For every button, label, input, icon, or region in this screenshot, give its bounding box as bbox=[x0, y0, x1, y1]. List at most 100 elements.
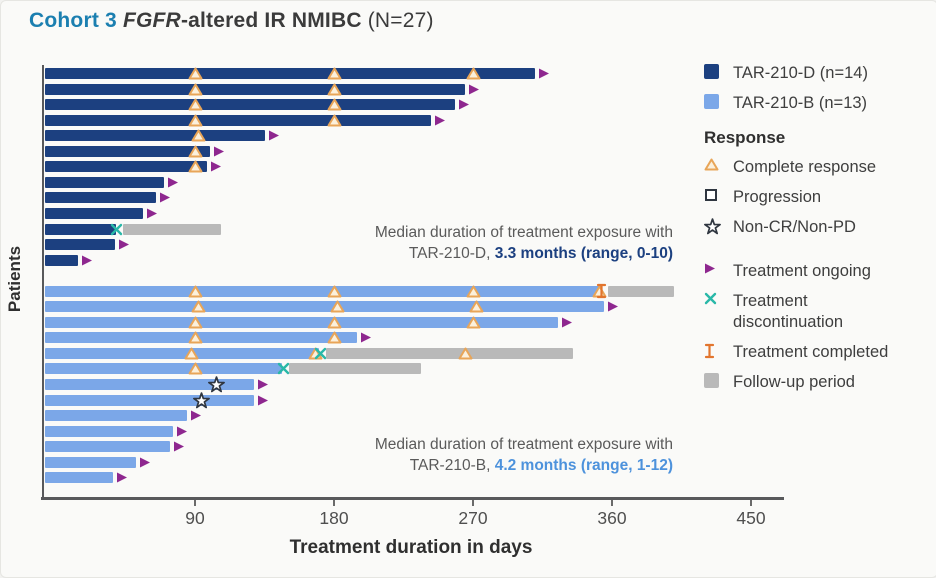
x-axis-tick-label: 90 bbox=[185, 508, 205, 528]
tar-210-d-swatch bbox=[704, 63, 724, 79]
swimmer-bar-tar-210-b bbox=[45, 410, 188, 422]
complete-response-marker bbox=[327, 67, 342, 80]
treatment-ongoing-marker bbox=[146, 207, 158, 220]
complete-response-marker bbox=[191, 129, 206, 142]
complete-response-marker bbox=[188, 331, 203, 344]
median-annotation-line1: Median duration of treatment exposure wi… bbox=[374, 436, 673, 453]
complete-response-marker bbox=[327, 316, 342, 329]
complete-response-marker bbox=[188, 362, 203, 375]
progression-square-icon bbox=[704, 187, 724, 202]
swimmer-bar-tar-210-b bbox=[45, 285, 602, 297]
legend-item: Non-CR/Non-PD bbox=[704, 217, 929, 238]
treatment-ongoing-marker bbox=[561, 316, 573, 329]
swimmer-bar-tar-210-b bbox=[45, 472, 114, 484]
non-cr-non-pd-marker bbox=[208, 376, 226, 393]
swimmer-bar-tar-210-d bbox=[45, 83, 466, 95]
legend-gap bbox=[704, 247, 929, 261]
treatment-ongoing-marker bbox=[167, 176, 179, 189]
complete-response-marker bbox=[188, 160, 203, 173]
swimmer-bar-tar-210-d bbox=[45, 208, 143, 219]
treatment-ongoing-marker bbox=[268, 129, 280, 142]
swimmer-bar-tar-210-b bbox=[45, 347, 319, 359]
swimmer-bar-tar-210-b bbox=[45, 441, 171, 453]
complete-response-marker bbox=[188, 67, 203, 80]
x-axis-tick-label: 360 bbox=[597, 508, 627, 528]
legend-item-label: Follow-up period bbox=[733, 373, 855, 391]
legend-item-label: TAR-210-B (n=13) bbox=[733, 94, 868, 112]
treatment-ongoing-marker bbox=[607, 300, 619, 313]
median-annotation: Median duration of treatment exposure wi… bbox=[375, 223, 673, 264]
x-axis-tick bbox=[611, 500, 613, 506]
y-axis-line bbox=[42, 65, 44, 499]
median-annotation-value: 3.3 months (range, 0-10) bbox=[494, 244, 673, 262]
follow-up-period-swatch bbox=[704, 372, 724, 388]
swimmer-bar-tar-210-b bbox=[45, 394, 254, 406]
complete-response-marker bbox=[327, 114, 342, 127]
complete-response-marker bbox=[469, 300, 484, 313]
legend-item-label: Progression bbox=[733, 188, 822, 206]
legend-item-label: Treatment discontinuation bbox=[733, 292, 844, 331]
legend-response-items: Complete response Progression Non-CR/Non-P… bbox=[704, 157, 929, 238]
swimmer-bar-tar-210-d bbox=[45, 254, 78, 266]
complete-response-marker bbox=[466, 285, 481, 298]
legend-item-label: Complete response bbox=[733, 158, 877, 176]
treatment-ongoing-marker bbox=[118, 238, 130, 251]
legend-item-label: TAR-210-D (n=14) bbox=[733, 64, 868, 82]
x-axis-tick-label: 450 bbox=[736, 508, 766, 528]
follow-up-bar bbox=[325, 347, 574, 359]
complete-response-marker bbox=[188, 316, 203, 329]
x-axis-tick-label: 180 bbox=[319, 508, 349, 528]
swimmer-bar-tar-210-b bbox=[45, 456, 137, 468]
follow-up-bar bbox=[288, 363, 421, 375]
legend-item: Progression bbox=[704, 187, 929, 208]
swimmer-bar-tar-210-d bbox=[45, 99, 455, 111]
legend-status-items: Treatment ongoing Treatment discontinuati… bbox=[704, 261, 929, 393]
complete-response-marker bbox=[327, 98, 342, 111]
swimmer-bar-tar-210-d bbox=[45, 176, 165, 188]
swimmer-bar-tar-210-d bbox=[45, 68, 535, 79]
swimmer-bar-tar-210-d bbox=[45, 161, 208, 173]
legend-item: TAR-210-D (n=14) bbox=[704, 63, 929, 84]
complete-response-marker bbox=[466, 316, 481, 329]
complete-response-marker bbox=[466, 67, 481, 80]
legend-item: Follow-up period bbox=[704, 372, 929, 393]
treatment-ongoing-marker bbox=[434, 114, 446, 127]
complete-response-marker bbox=[184, 347, 199, 360]
treatment-discontinuation-marker bbox=[314, 347, 327, 360]
figure-title-segment: Cohort 3 bbox=[29, 9, 123, 32]
median-annotation-line2: TAR-210-B, 4.2 months (range, 1-12) bbox=[409, 456, 673, 474]
median-annotation-line1: Median duration of treatment exposure wi… bbox=[374, 224, 673, 241]
y-axis-title: Patients bbox=[5, 245, 24, 313]
treatment-ongoing-marker bbox=[116, 471, 128, 484]
tar-210-b-swatch bbox=[704, 93, 724, 109]
follow-up-bar bbox=[608, 285, 674, 297]
x-axis-title: Treatment duration in days bbox=[289, 537, 533, 558]
complete-response-marker bbox=[188, 285, 203, 298]
treatment-ongoing-marker bbox=[257, 394, 269, 407]
legend-item: TAR-210-B (n=13) bbox=[704, 93, 929, 114]
legend: TAR-210-D (n=14) TAR-210-B (n=13) Respons… bbox=[704, 63, 929, 402]
complete-response-marker bbox=[188, 145, 203, 158]
x-axis-tick bbox=[194, 500, 196, 506]
treatment-ongoing-marker bbox=[173, 440, 185, 453]
swimmer-bar-tar-210-d bbox=[45, 145, 211, 157]
median-annotation: Median duration of treatment exposure wi… bbox=[375, 435, 673, 476]
complete-response-marker bbox=[191, 300, 206, 313]
median-annotation-value: 4.2 months (range, 1-12) bbox=[494, 456, 673, 474]
complete-response-marker bbox=[188, 83, 203, 96]
complete-response-marker bbox=[330, 300, 345, 313]
legend-item: Complete response bbox=[704, 157, 929, 178]
swimmer-bar-tar-210-d bbox=[45, 130, 265, 142]
treatment-ongoing-marker bbox=[213, 145, 225, 158]
treatment-ongoing-marker bbox=[538, 67, 550, 80]
swimmer-bar-tar-210-d bbox=[45, 114, 432, 126]
figure-title-segment: (N=27) bbox=[361, 9, 434, 32]
complete-response-marker bbox=[327, 83, 342, 96]
treatment-discontinuation-marker bbox=[110, 223, 123, 236]
swimmer-bar-tar-210-d bbox=[45, 223, 117, 235]
treatment-completed-marker bbox=[596, 283, 607, 299]
complete-response-marker bbox=[188, 98, 203, 111]
legend-item-label: Treatment completed bbox=[733, 343, 889, 361]
legend-item: Treatment discontinuation bbox=[704, 291, 929, 333]
